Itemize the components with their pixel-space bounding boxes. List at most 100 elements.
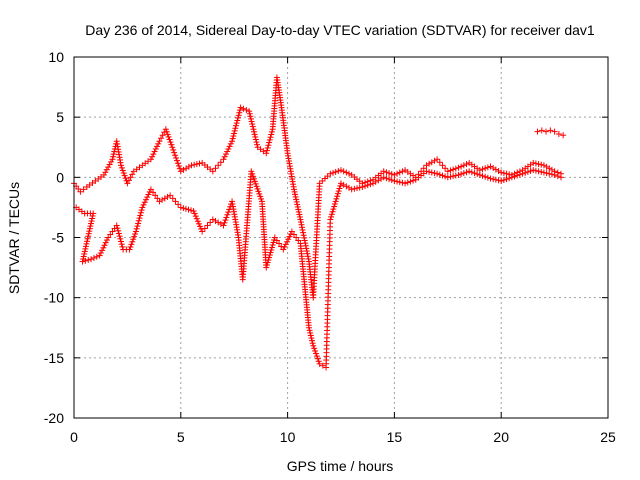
data-point (466, 168, 473, 175)
data-point (255, 188, 262, 195)
data-point (197, 223, 204, 230)
data-point (388, 171, 395, 178)
data-point (251, 178, 258, 185)
data-point (173, 154, 180, 161)
data-point (335, 188, 342, 195)
data-point (124, 180, 131, 187)
data-point (264, 144, 271, 151)
data-point (80, 186, 87, 193)
data-point (331, 203, 338, 210)
data-point (315, 358, 322, 365)
data-point (327, 216, 334, 223)
data-point (268, 128, 275, 135)
data-point (313, 353, 320, 360)
data-point (105, 164, 112, 171)
data-point (303, 245, 310, 252)
data-point (130, 236, 137, 243)
data-point (285, 236, 292, 243)
data-point (292, 193, 299, 200)
data-point (115, 227, 122, 234)
data-point (194, 218, 201, 225)
data-point (532, 160, 539, 167)
data-point (296, 211, 303, 218)
data-point (250, 173, 257, 180)
data-point (399, 179, 406, 186)
data-point (89, 215, 96, 222)
data-point (225, 209, 232, 216)
data-point (265, 257, 272, 264)
data-point (250, 175, 257, 182)
data-point (319, 362, 326, 369)
data-point (524, 168, 531, 175)
data-point (383, 175, 390, 182)
data-point (163, 128, 170, 135)
data-point (193, 161, 200, 168)
data-point (85, 233, 92, 240)
data-point (535, 168, 542, 175)
data-point (560, 132, 567, 139)
data-point (270, 239, 277, 246)
data-point (538, 168, 545, 175)
data-point (171, 149, 178, 156)
data-point (310, 342, 317, 349)
data-point (402, 180, 409, 187)
data-point (209, 168, 216, 175)
data-point (267, 249, 274, 256)
data-point (193, 215, 200, 222)
data-point (127, 243, 134, 250)
data-point (135, 217, 142, 224)
data-point (224, 148, 231, 155)
data-point (140, 201, 147, 208)
data-point (301, 237, 308, 244)
data-point (386, 176, 393, 183)
data-point (268, 244, 275, 251)
data-point (484, 174, 491, 181)
data-point (434, 170, 441, 177)
data-point (309, 337, 316, 344)
data-point (346, 170, 353, 177)
data-point (316, 360, 323, 367)
data-point (530, 159, 537, 166)
data-point (223, 214, 230, 221)
data-point (227, 140, 234, 147)
data-point (293, 234, 300, 241)
data-points (71, 74, 567, 371)
data-point (87, 220, 94, 227)
data-point (452, 172, 459, 179)
data-point (85, 256, 92, 263)
data-point (188, 162, 195, 169)
data-point (330, 206, 337, 213)
data-point (380, 174, 387, 181)
y-tick-label: -10 (44, 290, 64, 306)
data-point (276, 240, 283, 247)
data-point (83, 240, 90, 247)
data-point (250, 126, 257, 133)
data-point (543, 128, 550, 135)
data-point (102, 239, 109, 246)
data-point (263, 147, 270, 154)
data-point (336, 185, 343, 192)
y-tick-label: -20 (44, 410, 64, 426)
data-point (113, 222, 120, 229)
data-point (204, 222, 211, 229)
data-point (132, 231, 139, 238)
y-axis-title: SDTVAR / TECUs (6, 182, 22, 294)
data-point (394, 178, 401, 185)
data-point (305, 255, 312, 262)
data-point (110, 151, 117, 158)
data-point (305, 324, 312, 331)
data-point (81, 248, 88, 255)
data-point (99, 247, 106, 254)
chart-title: Day 236 of 2014, Sidereal Day-to-day VTE… (85, 22, 595, 38)
data-point (249, 123, 256, 130)
data-point (434, 156, 441, 163)
data-point (119, 243, 126, 250)
data-point (256, 190, 263, 197)
data-point (380, 168, 387, 175)
data-point (235, 112, 242, 119)
data-point (96, 252, 103, 259)
data-point (514, 172, 521, 179)
data-point (267, 134, 274, 141)
data-point (498, 169, 505, 176)
data-point (468, 169, 475, 176)
